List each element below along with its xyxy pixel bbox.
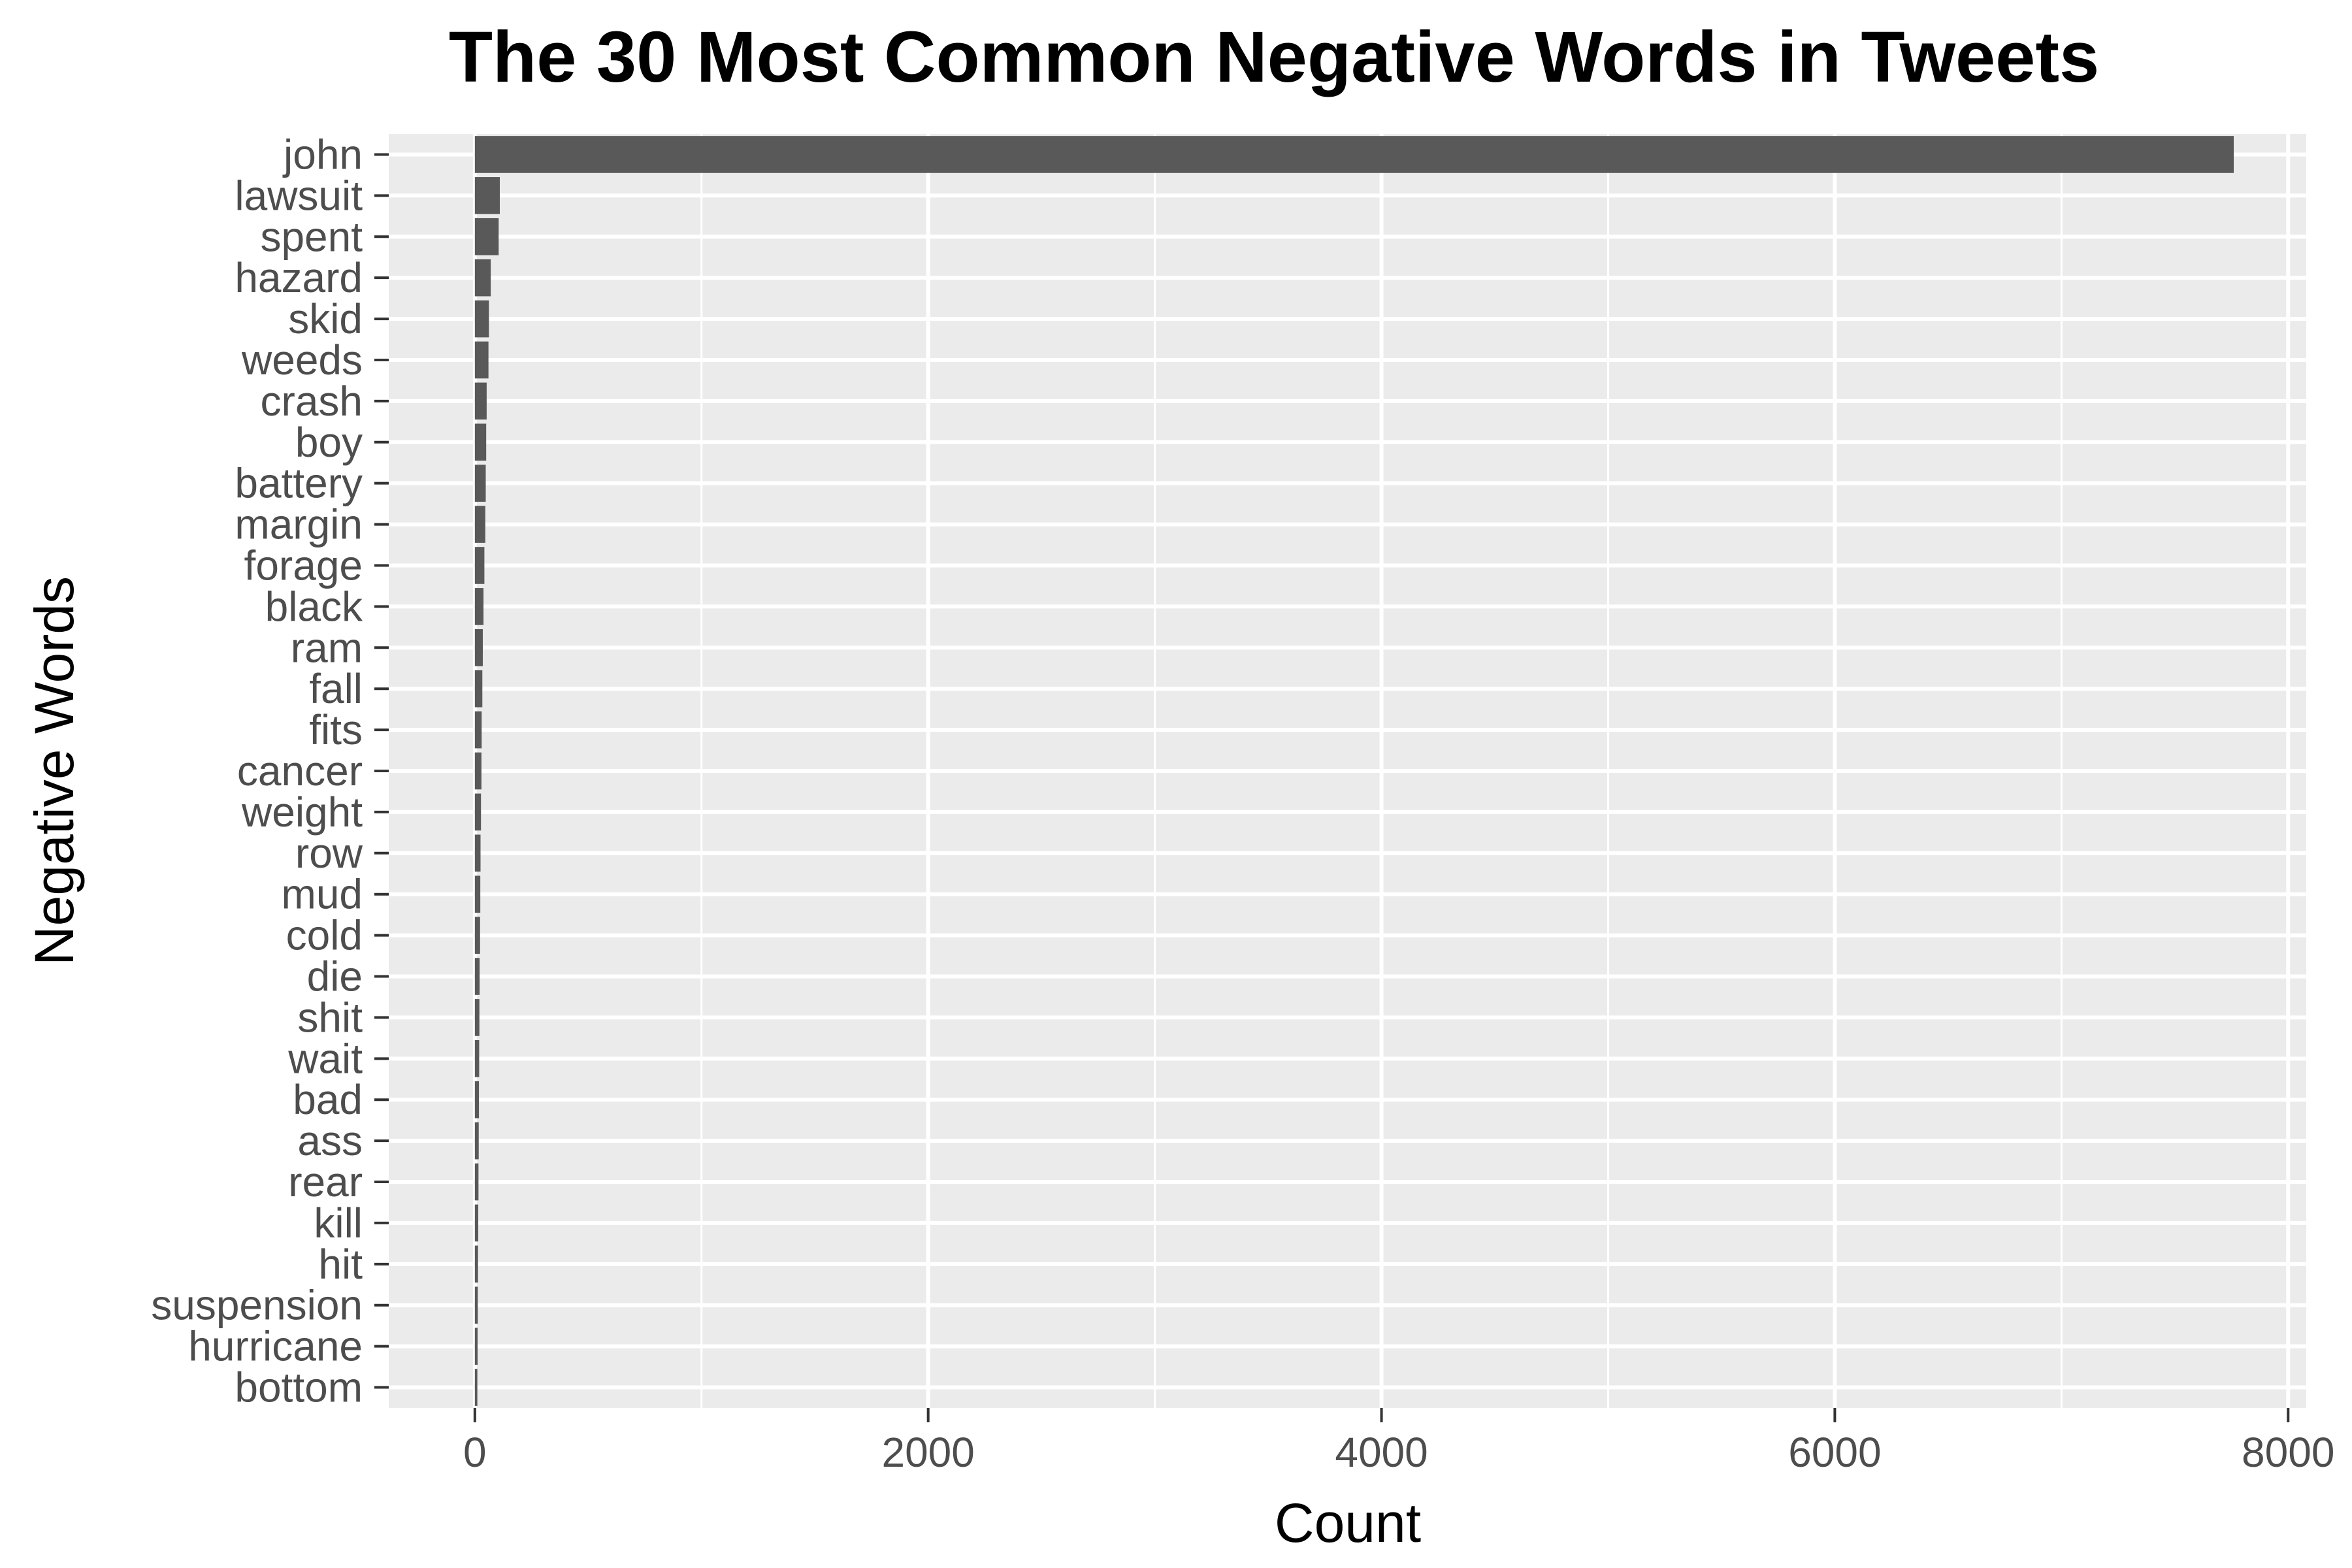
bars bbox=[474, 136, 2234, 1406]
bar-weeds bbox=[474, 341, 489, 379]
bar-ass bbox=[474, 1122, 479, 1160]
bar-skid bbox=[474, 300, 489, 338]
bar-margin bbox=[474, 506, 485, 543]
y-tick-label: kill bbox=[314, 1200, 363, 1247]
y-tick-label: john bbox=[282, 131, 363, 178]
bar-battery bbox=[474, 465, 486, 502]
y-tick-label: crash bbox=[261, 378, 363, 425]
x-tick-label: 4000 bbox=[1335, 1429, 1428, 1476]
y-tick-label: cold bbox=[286, 912, 363, 959]
y-tick-label: skid bbox=[288, 295, 363, 342]
bar-shit bbox=[474, 999, 480, 1036]
bar-spent bbox=[474, 218, 499, 255]
y-tick-label: rear bbox=[288, 1158, 363, 1205]
x-tick-label: 2000 bbox=[881, 1429, 974, 1476]
y-tick-label: ass bbox=[297, 1117, 363, 1164]
bar-hit bbox=[474, 1245, 478, 1283]
x-tick-label: 0 bbox=[463, 1429, 487, 1476]
chart-title: The 30 Most Common Negative Words in Twe… bbox=[449, 17, 2099, 97]
y-axis: johnlawsuitspenthazardskidweedscrashboyb… bbox=[151, 131, 389, 1411]
y-tick-label: boy bbox=[295, 419, 363, 466]
y-tick-label: row bbox=[295, 830, 363, 877]
bar-black bbox=[474, 588, 484, 625]
y-tick-label: mud bbox=[282, 871, 363, 918]
x-tick-label: 6000 bbox=[1788, 1429, 1881, 1476]
y-tick-label: weight bbox=[241, 789, 363, 836]
y-tick-label: weeds bbox=[241, 336, 363, 384]
y-tick-label: die bbox=[307, 953, 363, 1000]
y-tick-label: suspension bbox=[151, 1282, 363, 1329]
y-tick-label: bad bbox=[293, 1076, 363, 1123]
bar-hazard bbox=[474, 259, 491, 297]
bar-wait bbox=[474, 1040, 480, 1077]
bar-crash bbox=[474, 382, 487, 420]
y-tick-label: spent bbox=[260, 213, 363, 260]
bar-forage bbox=[474, 547, 485, 584]
bar-die bbox=[474, 958, 480, 995]
bar-suspension bbox=[474, 1286, 478, 1324]
y-tick-label: battery bbox=[235, 460, 363, 507]
x-tick-label: 8000 bbox=[2242, 1429, 2334, 1476]
y-tick-label: margin bbox=[235, 501, 363, 548]
y-tick-label: fits bbox=[309, 706, 363, 753]
bar-boy bbox=[474, 423, 487, 461]
bar-ram bbox=[474, 629, 483, 666]
bar-rear bbox=[474, 1163, 479, 1201]
bar-fits bbox=[474, 711, 482, 749]
y-tick-label: cancer bbox=[237, 747, 363, 794]
bar-john bbox=[474, 136, 2234, 173]
x-axis-title: Count bbox=[1275, 1492, 1421, 1554]
bar-hurricane bbox=[474, 1328, 478, 1365]
y-tick-label: shit bbox=[297, 994, 363, 1041]
bar-cancer bbox=[474, 752, 482, 790]
y-tick-label: ram bbox=[291, 624, 363, 671]
y-axis-title: Negative Words bbox=[24, 576, 85, 966]
bar-bad bbox=[474, 1081, 480, 1119]
x-axis: 0 2000 4000 6000 8000 bbox=[463, 1408, 2334, 1476]
y-tick-label: black bbox=[265, 583, 363, 630]
bar-weight bbox=[474, 793, 482, 831]
bar-lawsuit bbox=[474, 177, 500, 214]
y-tick-label: fall bbox=[309, 665, 363, 712]
y-tick-label: lawsuit bbox=[235, 172, 363, 219]
y-tick-label: hazard bbox=[235, 254, 363, 301]
bar-kill bbox=[474, 1204, 479, 1242]
y-tick-label: wait bbox=[287, 1035, 363, 1082]
y-tick-label: bottom bbox=[235, 1364, 363, 1411]
bar-row bbox=[474, 834, 481, 872]
y-tick-label: hurricane bbox=[188, 1323, 363, 1370]
bar-mud bbox=[474, 875, 481, 913]
bar-cold bbox=[474, 917, 480, 954]
y-tick-label: forage bbox=[244, 542, 363, 589]
bar-bottom bbox=[474, 1369, 478, 1406]
bar-fall bbox=[474, 670, 483, 708]
y-tick-label: hit bbox=[318, 1241, 363, 1288]
